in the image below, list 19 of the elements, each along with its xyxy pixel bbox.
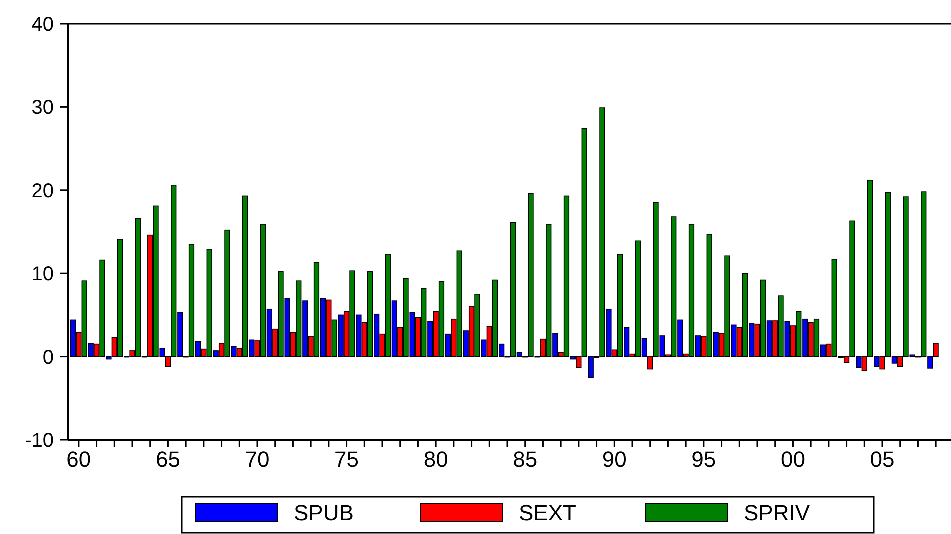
x-tick-label: 05 — [870, 447, 895, 472]
y-tick-label: 30 — [32, 97, 54, 120]
x-tick-label: 75 — [334, 447, 360, 472]
y-tick-label: 40 — [32, 14, 54, 36]
y-tick-label: 0 — [42, 346, 54, 369]
x-tick-label: 85 — [513, 447, 538, 472]
x-tick-label: 90 — [602, 447, 627, 472]
legend-label: SEXT — [519, 500, 576, 526]
x-tick-label: 65 — [156, 447, 180, 472]
x-tick-label: 00 — [780, 447, 806, 472]
x-tick-label: 70 — [245, 447, 270, 472]
y-tick-label: -10 — [25, 430, 54, 452]
y-tick-label: 10 — [32, 264, 54, 286]
legend-label: SPUB — [294, 500, 354, 526]
x-tick-label: 95 — [692, 447, 716, 472]
x-tick-label: 80 — [424, 447, 448, 472]
legend-label: SPRIV — [744, 500, 810, 526]
x-tick-label: 60 — [66, 447, 92, 472]
y-tick-label: 20 — [32, 180, 54, 202]
